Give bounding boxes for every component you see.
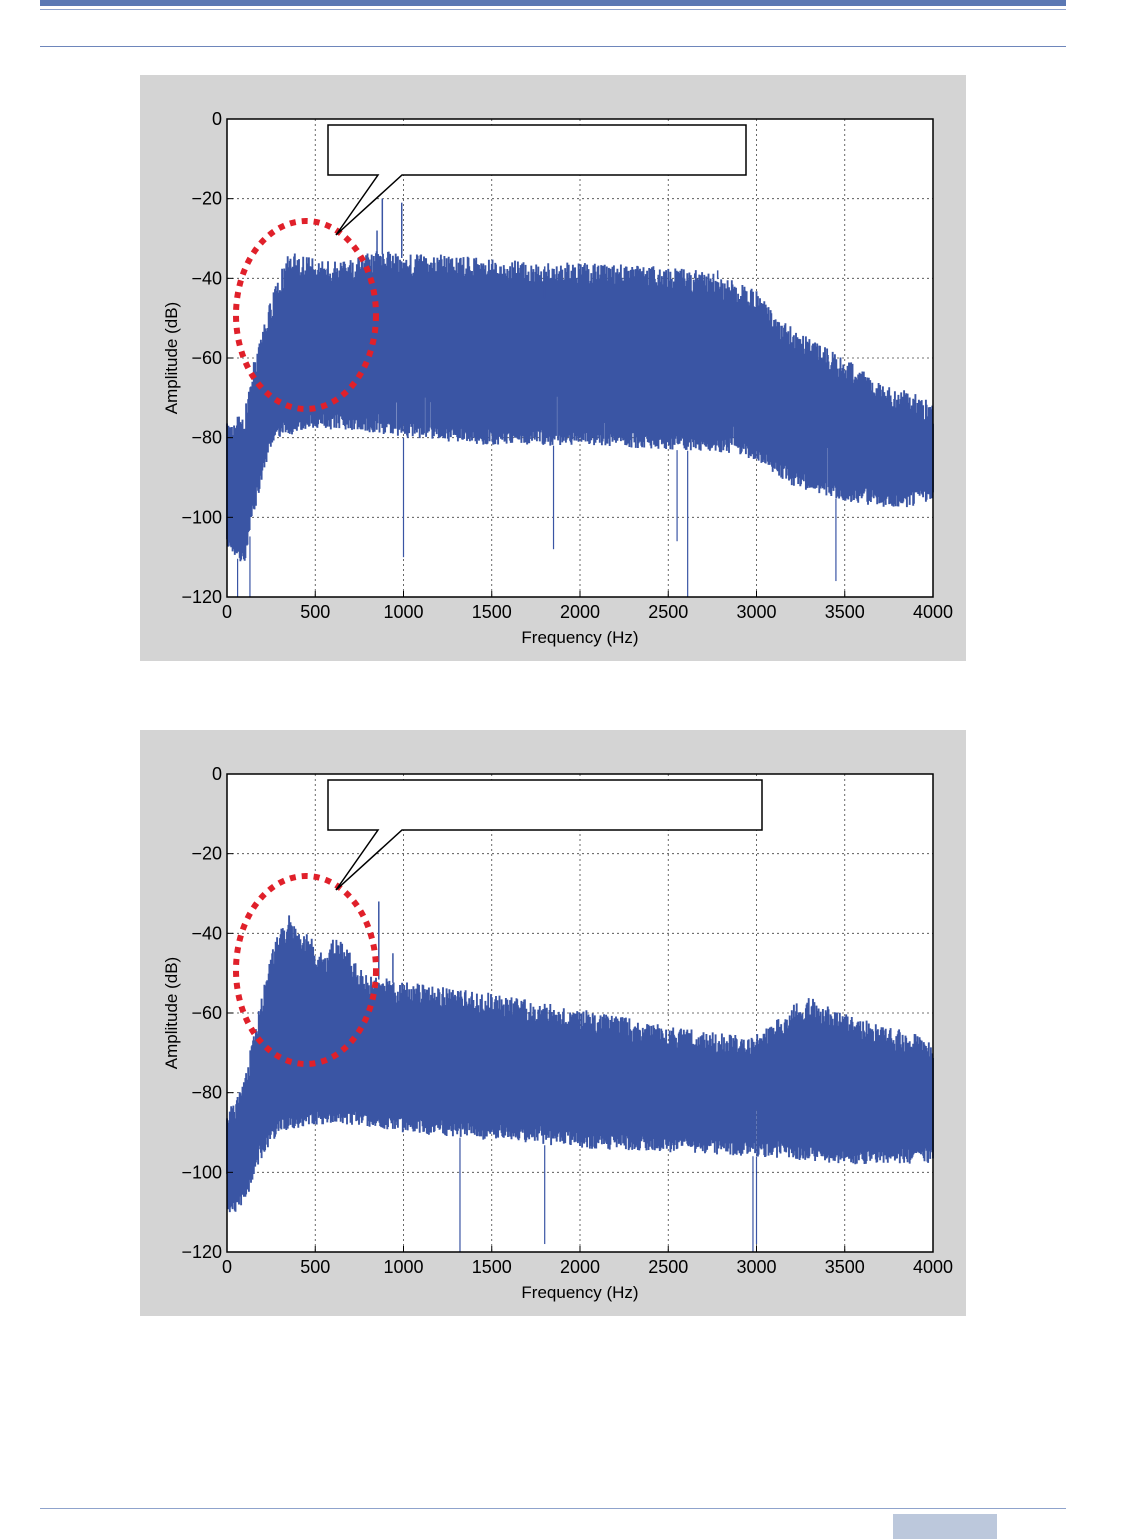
x-axis-label: Frequency (Hz) [521, 1283, 638, 1302]
y-axis-label: Amplitude (dB) [162, 302, 181, 414]
y-tick-label: −20 [191, 844, 222, 864]
spectrum-chart-1: 0 500 1000 1500 2000 2500 3000 3500 4000 0 −20 −40 −… [162, 109, 953, 647]
x-axis-label: Frequency (Hz) [521, 628, 638, 647]
x-tick-label: 4000 [913, 602, 953, 622]
x-tick-label: 2000 [560, 1257, 600, 1277]
y-tick-label: −20 [191, 189, 222, 209]
y-tick-label: −80 [191, 428, 222, 448]
x-tick-label: 3000 [736, 1257, 776, 1277]
footer-divider [40, 1508, 1066, 1509]
callout-bubble [327, 124, 747, 236]
highlight-ellipse [233, 873, 379, 1067]
chart-panel-1: 0 500 1000 1500 2000 2500 3000 3500 4000 0 −20 −40 −… [140, 75, 966, 661]
y-tick-label: −100 [181, 507, 222, 527]
y-tick-label: −40 [191, 923, 222, 943]
x-tick-label: 500 [300, 1257, 330, 1277]
y-tick-label: −60 [191, 1003, 222, 1023]
highlight-ellipse [233, 218, 379, 412]
y-tick-label: −80 [191, 1083, 222, 1103]
spectrum-chart-2: 0 500 1000 1500 2000 2500 3000 3500 4000 0 −20 −40 −… [162, 764, 953, 1302]
x-tick-label: 0 [222, 602, 232, 622]
x-tick-label: 1000 [383, 1257, 423, 1277]
y-tick-label: −120 [181, 1242, 222, 1262]
x-tick-label: 1500 [472, 1257, 512, 1277]
header-bar [40, 0, 1066, 6]
x-tick-label: 1500 [472, 602, 512, 622]
spectrum-series [226, 901, 934, 1252]
page-number-tab [893, 1514, 997, 1539]
x-tick-label: 3000 [736, 602, 776, 622]
y-tick-label: 0 [212, 109, 222, 129]
chart-panel-2: 0 500 1000 1500 2000 2500 3000 3500 4000 0 −20 −40 −… [140, 730, 966, 1316]
x-tick-label: 4000 [913, 1257, 953, 1277]
x-tick-label: 0 [222, 1257, 232, 1277]
y-tick-label: −40 [191, 268, 222, 288]
y-tick-label: −60 [191, 348, 222, 368]
x-tick-label: 2000 [560, 602, 600, 622]
callout-bubble [327, 779, 763, 891]
x-tick-label: 3500 [825, 1257, 865, 1277]
x-tick-label: 500 [300, 602, 330, 622]
y-tick-label: −120 [181, 587, 222, 607]
y-tick-label: −100 [181, 1162, 222, 1182]
x-tick-label: 1000 [383, 602, 423, 622]
x-tick-label: 2500 [648, 1257, 688, 1277]
header-divider [40, 46, 1066, 47]
x-tick-label: 3500 [825, 602, 865, 622]
y-tick-label: 0 [212, 764, 222, 784]
header-thin-rule [40, 9, 1066, 10]
y-axis-label: Amplitude (dB) [162, 957, 181, 1069]
x-tick-label: 2500 [648, 602, 688, 622]
